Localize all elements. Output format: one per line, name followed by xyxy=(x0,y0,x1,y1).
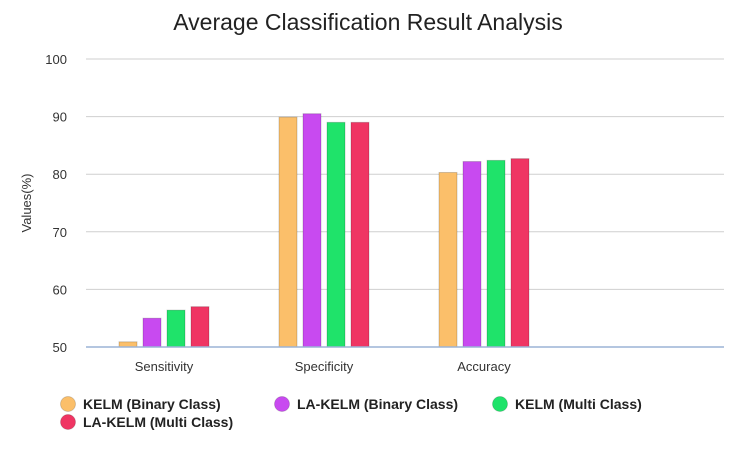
y-tick-label: 60 xyxy=(53,282,67,297)
legend-label: KELM (Multi Class) xyxy=(515,396,642,412)
bar xyxy=(438,171,458,348)
y-tick-label: 90 xyxy=(53,110,67,125)
bar xyxy=(190,306,210,348)
bar xyxy=(510,158,530,348)
legend-label: LA-KELM (Binary Class) xyxy=(297,396,458,412)
bars xyxy=(118,113,530,348)
y-axis-label: Values(%) xyxy=(19,173,34,232)
legend-marker xyxy=(492,396,508,412)
x-category-label: Specificity xyxy=(295,359,354,374)
y-axis-ticks: 50 60 70 80 90 100 xyxy=(45,52,67,355)
x-category-label: Accuracy xyxy=(457,359,511,374)
bar xyxy=(278,116,298,348)
legend-label: LA-KELM (Multi Class) xyxy=(83,414,233,430)
bar xyxy=(326,121,346,348)
bar xyxy=(350,121,370,348)
gridlines xyxy=(86,58,724,290)
bar xyxy=(462,161,482,348)
y-tick-label: 70 xyxy=(53,225,67,240)
x-category-label: Sensitivity xyxy=(135,359,194,374)
x-axis-categories: Sensitivity Specificity Accuracy xyxy=(135,359,511,374)
chart-title: Average Classification Result Analysis xyxy=(173,9,562,35)
legend-label: KELM (Binary Class) xyxy=(83,396,221,412)
y-tick-label: 50 xyxy=(53,340,67,355)
y-tick-label: 80 xyxy=(53,167,67,182)
legend-marker xyxy=(60,396,76,412)
bar xyxy=(486,159,506,348)
legend-marker xyxy=(274,396,290,412)
bar xyxy=(142,317,162,348)
bar xyxy=(166,309,186,348)
bar xyxy=(118,341,138,348)
y-tick-label: 100 xyxy=(45,52,67,67)
legend: KELM (Binary Class) LA-KELM (Binary Class… xyxy=(60,396,642,430)
legend-marker xyxy=(60,414,76,430)
bar xyxy=(302,113,322,348)
